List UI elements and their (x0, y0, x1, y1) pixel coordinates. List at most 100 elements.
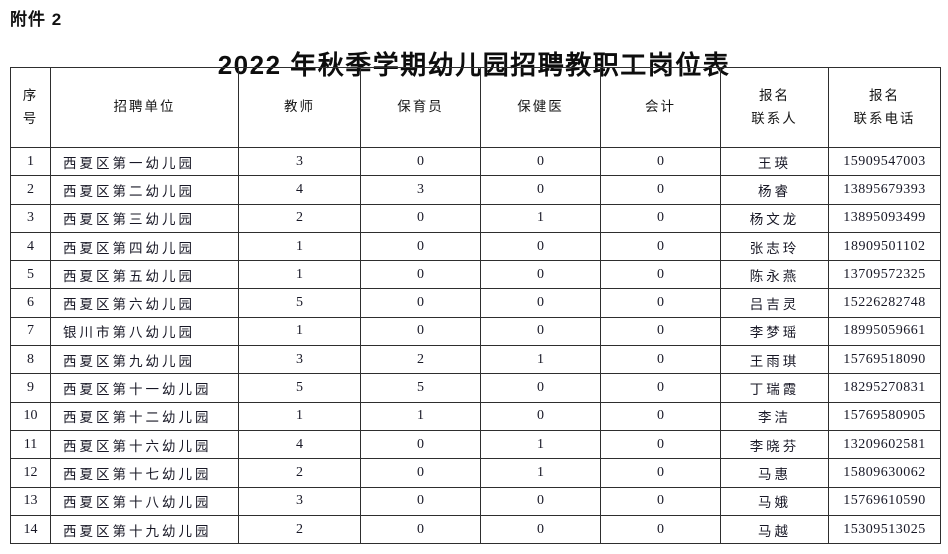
cell-teacher: 4 (238, 175, 361, 205)
cell-unit: 西夏区第十一幼儿园 (50, 373, 239, 403)
cell-teacher: 1 (238, 316, 361, 347)
cell-contact-name: 陈永燕 (720, 260, 829, 290)
cell-teacher: 1 (238, 260, 361, 290)
table-row: 10 西夏区第十二幼儿园 1 1 0 0 李洁 15769580905 (10, 401, 941, 431)
cell-health: 0 (480, 373, 601, 403)
cell-teacher: 3 (238, 146, 361, 177)
cell-contact-name: 马越 (720, 514, 829, 545)
cell-index: 4 (10, 231, 51, 262)
cell-teacher: 1 (238, 231, 361, 262)
cell-teacher: 5 (238, 373, 361, 403)
cell-accountant: 0 (600, 316, 721, 347)
cell-accountant: 0 (600, 231, 721, 262)
column-header-teacher: 教师 (238, 67, 361, 148)
cell-health: 0 (480, 175, 601, 205)
cell-unit: 西夏区第一幼儿园 (50, 146, 239, 177)
cell-health: 1 (480, 345, 601, 375)
table-row: 8 西夏区第九幼儿园 3 2 1 0 王雨琪 15769518090 (10, 345, 941, 375)
column-header-index: 序 号 (10, 67, 51, 148)
cell-contact-name: 李晓芬 (720, 429, 829, 460)
cell-health: 0 (480, 316, 601, 347)
cell-nursery: 2 (360, 345, 481, 375)
cell-index: 9 (10, 373, 51, 403)
cell-nursery: 0 (360, 260, 481, 290)
cell-health: 0 (480, 514, 601, 545)
cell-accountant: 0 (600, 458, 721, 488)
cell-unit: 西夏区第三幼儿园 (50, 203, 239, 233)
cell-health: 0 (480, 486, 601, 516)
cell-health: 0 (480, 288, 601, 318)
cell-accountant: 0 (600, 401, 721, 431)
cell-contact-phone: 18995059661 (828, 316, 941, 347)
cell-index: 5 (10, 260, 51, 290)
cell-nursery: 0 (360, 146, 481, 177)
cell-index: 10 (10, 401, 51, 431)
cell-unit: 西夏区第十八幼儿园 (50, 486, 239, 516)
cell-teacher: 5 (238, 288, 361, 318)
cell-index: 8 (10, 345, 51, 375)
cell-contact-phone: 15769518090 (828, 345, 941, 375)
table-row: 4 西夏区第四幼儿园 1 0 0 0 张志玲 18909501102 (10, 231, 941, 262)
table-row: 2 西夏区第二幼儿园 4 3 0 0 杨睿 13895679393 (10, 175, 941, 205)
cell-accountant: 0 (600, 345, 721, 375)
cell-unit: 西夏区第四幼儿园 (50, 231, 239, 262)
column-header-contact-name: 报名 联系人 (720, 67, 829, 148)
cell-health: 1 (480, 458, 601, 488)
cell-index: 3 (10, 203, 51, 233)
cell-nursery: 3 (360, 175, 481, 205)
cell-nursery: 0 (360, 288, 481, 318)
cell-teacher: 2 (238, 514, 361, 545)
column-header-accountant: 会计 (600, 67, 721, 148)
cell-unit: 西夏区第九幼儿园 (50, 345, 239, 375)
cell-accountant: 0 (600, 260, 721, 290)
table-row: 1 西夏区第一幼儿园 3 0 0 0 王瑛 15909547003 (10, 146, 941, 177)
cell-contact-name: 李梦瑶 (720, 316, 829, 347)
cell-health: 1 (480, 429, 601, 460)
cell-contact-phone: 15909547003 (828, 146, 941, 177)
cell-contact-phone: 13209602581 (828, 429, 941, 460)
cell-nursery: 0 (360, 429, 481, 460)
table-header-row: 序 号 招聘单位 教师 保育员 保健医 会计 报名 联系人 报名 联系电话 (10, 67, 941, 148)
cell-nursery: 5 (360, 373, 481, 403)
cell-contact-phone: 15809630062 (828, 458, 941, 488)
table-row: 12 西夏区第十七幼儿园 2 0 1 0 马惠 15809630062 (10, 458, 941, 488)
cell-teacher: 4 (238, 429, 361, 460)
cell-contact-name: 马惠 (720, 458, 829, 488)
table-row: 6 西夏区第六幼儿园 5 0 0 0 吕吉灵 15226282748 (10, 288, 941, 318)
cell-accountant: 0 (600, 373, 721, 403)
cell-contact-name: 马娥 (720, 486, 829, 516)
attachment-label: 附件 2 (10, 10, 63, 29)
cell-unit: 西夏区第六幼儿园 (50, 288, 239, 318)
cell-unit: 西夏区第五幼儿园 (50, 260, 239, 290)
cell-index: 12 (10, 458, 51, 488)
cell-nursery: 0 (360, 514, 481, 545)
cell-accountant: 0 (600, 203, 721, 233)
cell-unit: 银川市第八幼儿园 (50, 316, 239, 347)
table-row: 5 西夏区第五幼儿园 1 0 0 0 陈永燕 13709572325 (10, 260, 941, 290)
cell-accountant: 0 (600, 146, 721, 177)
cell-teacher: 3 (238, 345, 361, 375)
cell-index: 6 (10, 288, 51, 318)
table-header: 序 号 招聘单位 教师 保育员 保健医 会计 报名 联系人 报名 联系电话 (10, 67, 941, 148)
cell-health: 0 (480, 401, 601, 431)
cell-accountant: 0 (600, 514, 721, 545)
cell-health: 0 (480, 260, 601, 290)
cell-contact-name: 杨睿 (720, 175, 829, 205)
cell-contact-phone: 18295270831 (828, 373, 941, 403)
cell-contact-name: 王雨琪 (720, 345, 829, 375)
cell-accountant: 0 (600, 429, 721, 460)
table-row: 9 西夏区第十一幼儿园 5 5 0 0 丁瑞霞 18295270831 (10, 373, 941, 403)
cell-contact-name: 丁瑞霞 (720, 373, 829, 403)
cell-index: 1 (10, 146, 51, 177)
table-row: 14 西夏区第十九幼儿园 2 0 0 0 马越 15309513025 (10, 514, 941, 545)
cell-contact-phone: 15226282748 (828, 288, 941, 318)
cell-index: 11 (10, 429, 51, 460)
cell-health: 0 (480, 146, 601, 177)
cell-contact-name: 吕吉灵 (720, 288, 829, 318)
table-body: 1 西夏区第一幼儿园 3 0 0 0 王瑛 15909547003 2 西夏区第二幼儿园 4 3 0 0 杨… (10, 146, 941, 545)
cell-accountant: 0 (600, 288, 721, 318)
table-row: 11 西夏区第十六幼儿园 4 0 1 0 李晓芬 13209602581 (10, 429, 941, 460)
cell-nursery: 0 (360, 231, 481, 262)
cell-contact-phone: 13709572325 (828, 260, 941, 290)
